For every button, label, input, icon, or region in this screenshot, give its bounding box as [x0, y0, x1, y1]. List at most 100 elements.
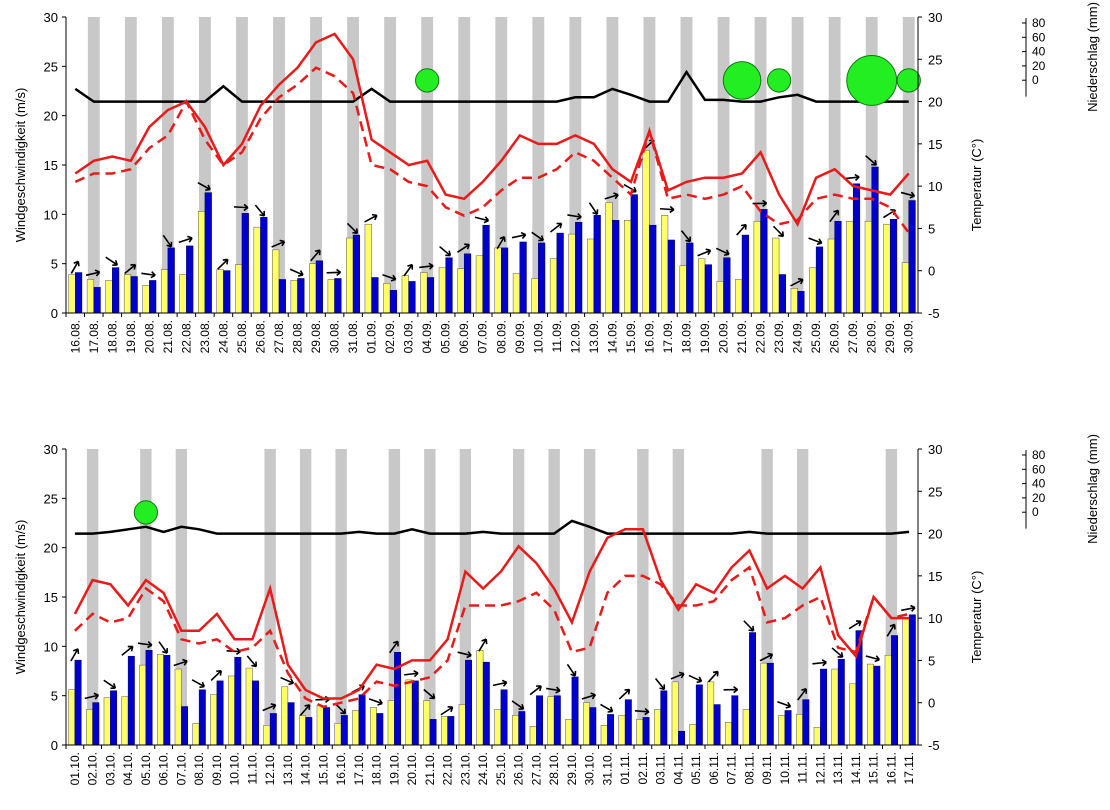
right-tick-label: 15	[928, 137, 942, 152]
wind-direction-arrow	[845, 173, 860, 182]
date-label: 13.10.	[281, 752, 295, 785]
precip-tick-label: 20	[1032, 491, 1046, 505]
wind-bar-yellow	[327, 279, 335, 314]
wind-direction-arrow	[254, 204, 266, 217]
wind-direction-arrow	[271, 239, 286, 248]
wind-direction-arrow	[364, 213, 378, 223]
wind-direction-arrow	[389, 640, 399, 654]
wind-bar-yellow	[849, 683, 857, 746]
wind-direction-arrow	[334, 703, 347, 715]
wind-bar-yellow	[531, 278, 539, 314]
grey-band	[583, 449, 596, 745]
wind-bar-yellow	[547, 696, 555, 746]
wind-bar-blue	[426, 277, 435, 314]
wind-bar-blue	[571, 676, 579, 746]
wind-direction-arrow	[550, 222, 563, 233]
date-label: 16.09.	[642, 320, 656, 353]
date-label: 12.11.	[813, 752, 827, 784]
wind-bar-blue	[75, 272, 83, 314]
wind-bar-blue	[908, 200, 916, 314]
wind-direction-arrow	[848, 620, 862, 630]
wind-direction-arrow	[723, 686, 739, 694]
grey-band	[569, 17, 582, 313]
wind-bar-blue	[127, 655, 135, 746]
wind-direction-arrow	[299, 704, 311, 716]
date-label: 20.10.	[405, 752, 419, 785]
right-tick-label: 20	[928, 527, 942, 542]
wind-bar-blue	[518, 711, 526, 746]
date-label: 05.09.	[439, 320, 453, 353]
wind-bar-yellow	[160, 269, 169, 314]
wind-bar-yellow	[568, 233, 576, 314]
wind-bar-blue	[519, 241, 527, 314]
date-label: 11.09.	[550, 320, 564, 352]
wind-bar-blue	[198, 689, 206, 746]
wind-bar-yellow	[216, 269, 224, 314]
wind-bar-blue	[660, 690, 668, 746]
left-tick-label: 30	[44, 10, 58, 25]
wind-bar-yellow	[227, 675, 235, 746]
right-tick-label: 5	[928, 221, 935, 236]
date-label: 30.08.	[328, 320, 342, 353]
wind-direction-arrow	[246, 655, 258, 668]
wind-bar-yellow	[174, 668, 182, 746]
wind-bar-yellow	[653, 709, 661, 746]
wind-direction-arrow	[137, 641, 153, 649]
wind-bar-blue	[287, 702, 295, 746]
wind-bar-yellow	[383, 283, 391, 314]
date-label: 03.11.	[654, 752, 668, 784]
wind-bar-yellow	[902, 617, 910, 746]
date-label: 12.09.	[568, 320, 582, 353]
wind-bar-blue	[630, 194, 638, 314]
wind-bar-blue	[624, 699, 632, 746]
date-label: 10.11.	[778, 752, 792, 784]
right-tick-label: 30	[928, 442, 942, 457]
wind-bar-blue	[667, 239, 675, 314]
wind-bar-blue	[252, 680, 260, 746]
grey-band	[161, 17, 174, 313]
wind-direction-arrow	[618, 688, 631, 700]
wind-bar-yellow	[716, 281, 724, 314]
date-label: 01.11.	[618, 752, 632, 784]
wind-bar-yellow	[369, 707, 377, 746]
date-label: 27.10.	[529, 752, 543, 785]
wind-direction-arrow	[865, 655, 881, 663]
wind-bar-blue	[352, 234, 361, 314]
precip-tick-label: 60	[1032, 462, 1046, 476]
wind-bar-blue	[820, 668, 828, 746]
wind-bar-yellow	[272, 249, 280, 314]
wind-bar-yellow	[707, 681, 715, 746]
date-label: 01.10.	[68, 752, 82, 785]
wind-bar-yellow	[105, 280, 113, 314]
wind-bar-yellow	[387, 700, 395, 746]
wind-direction-arrow	[457, 651, 472, 659]
date-label: 21.09.	[735, 320, 749, 353]
wind-bar-blue	[447, 716, 455, 746]
grey-band	[236, 17, 248, 313]
precip-bubble	[415, 68, 440, 93]
wind-bar-yellow	[298, 715, 306, 746]
wind-direction-arrow	[346, 222, 359, 235]
wind-bar-blue	[358, 694, 366, 746]
left-tick-label: 25	[44, 59, 58, 74]
wind-bar-blue	[204, 192, 212, 314]
wind-bar-blue	[371, 277, 379, 314]
wind-direction-arrow	[752, 199, 768, 207]
right-tick-label: 25	[928, 52, 942, 67]
wind-bar-blue	[589, 707, 597, 746]
wind-bar-yellow	[778, 715, 786, 746]
right-tick-label: 10	[928, 179, 942, 194]
date-label: 25.08.	[235, 320, 249, 353]
wind-bar-yellow	[582, 702, 590, 746]
date-label: 26.10.	[512, 752, 526, 785]
wind-bar-yellow	[103, 697, 111, 746]
precip-bubble	[766, 68, 792, 93]
date-label: 26.08.	[254, 320, 268, 353]
date-label: 19.09.	[698, 320, 712, 353]
grey-band	[299, 449, 312, 745]
date-label: 23.10.	[458, 752, 472, 785]
date-label: 22.08.	[179, 320, 193, 353]
wind-bar-yellow	[846, 220, 854, 314]
wind-bar-yellow	[364, 223, 372, 314]
wind-bar-yellow	[605, 202, 613, 314]
